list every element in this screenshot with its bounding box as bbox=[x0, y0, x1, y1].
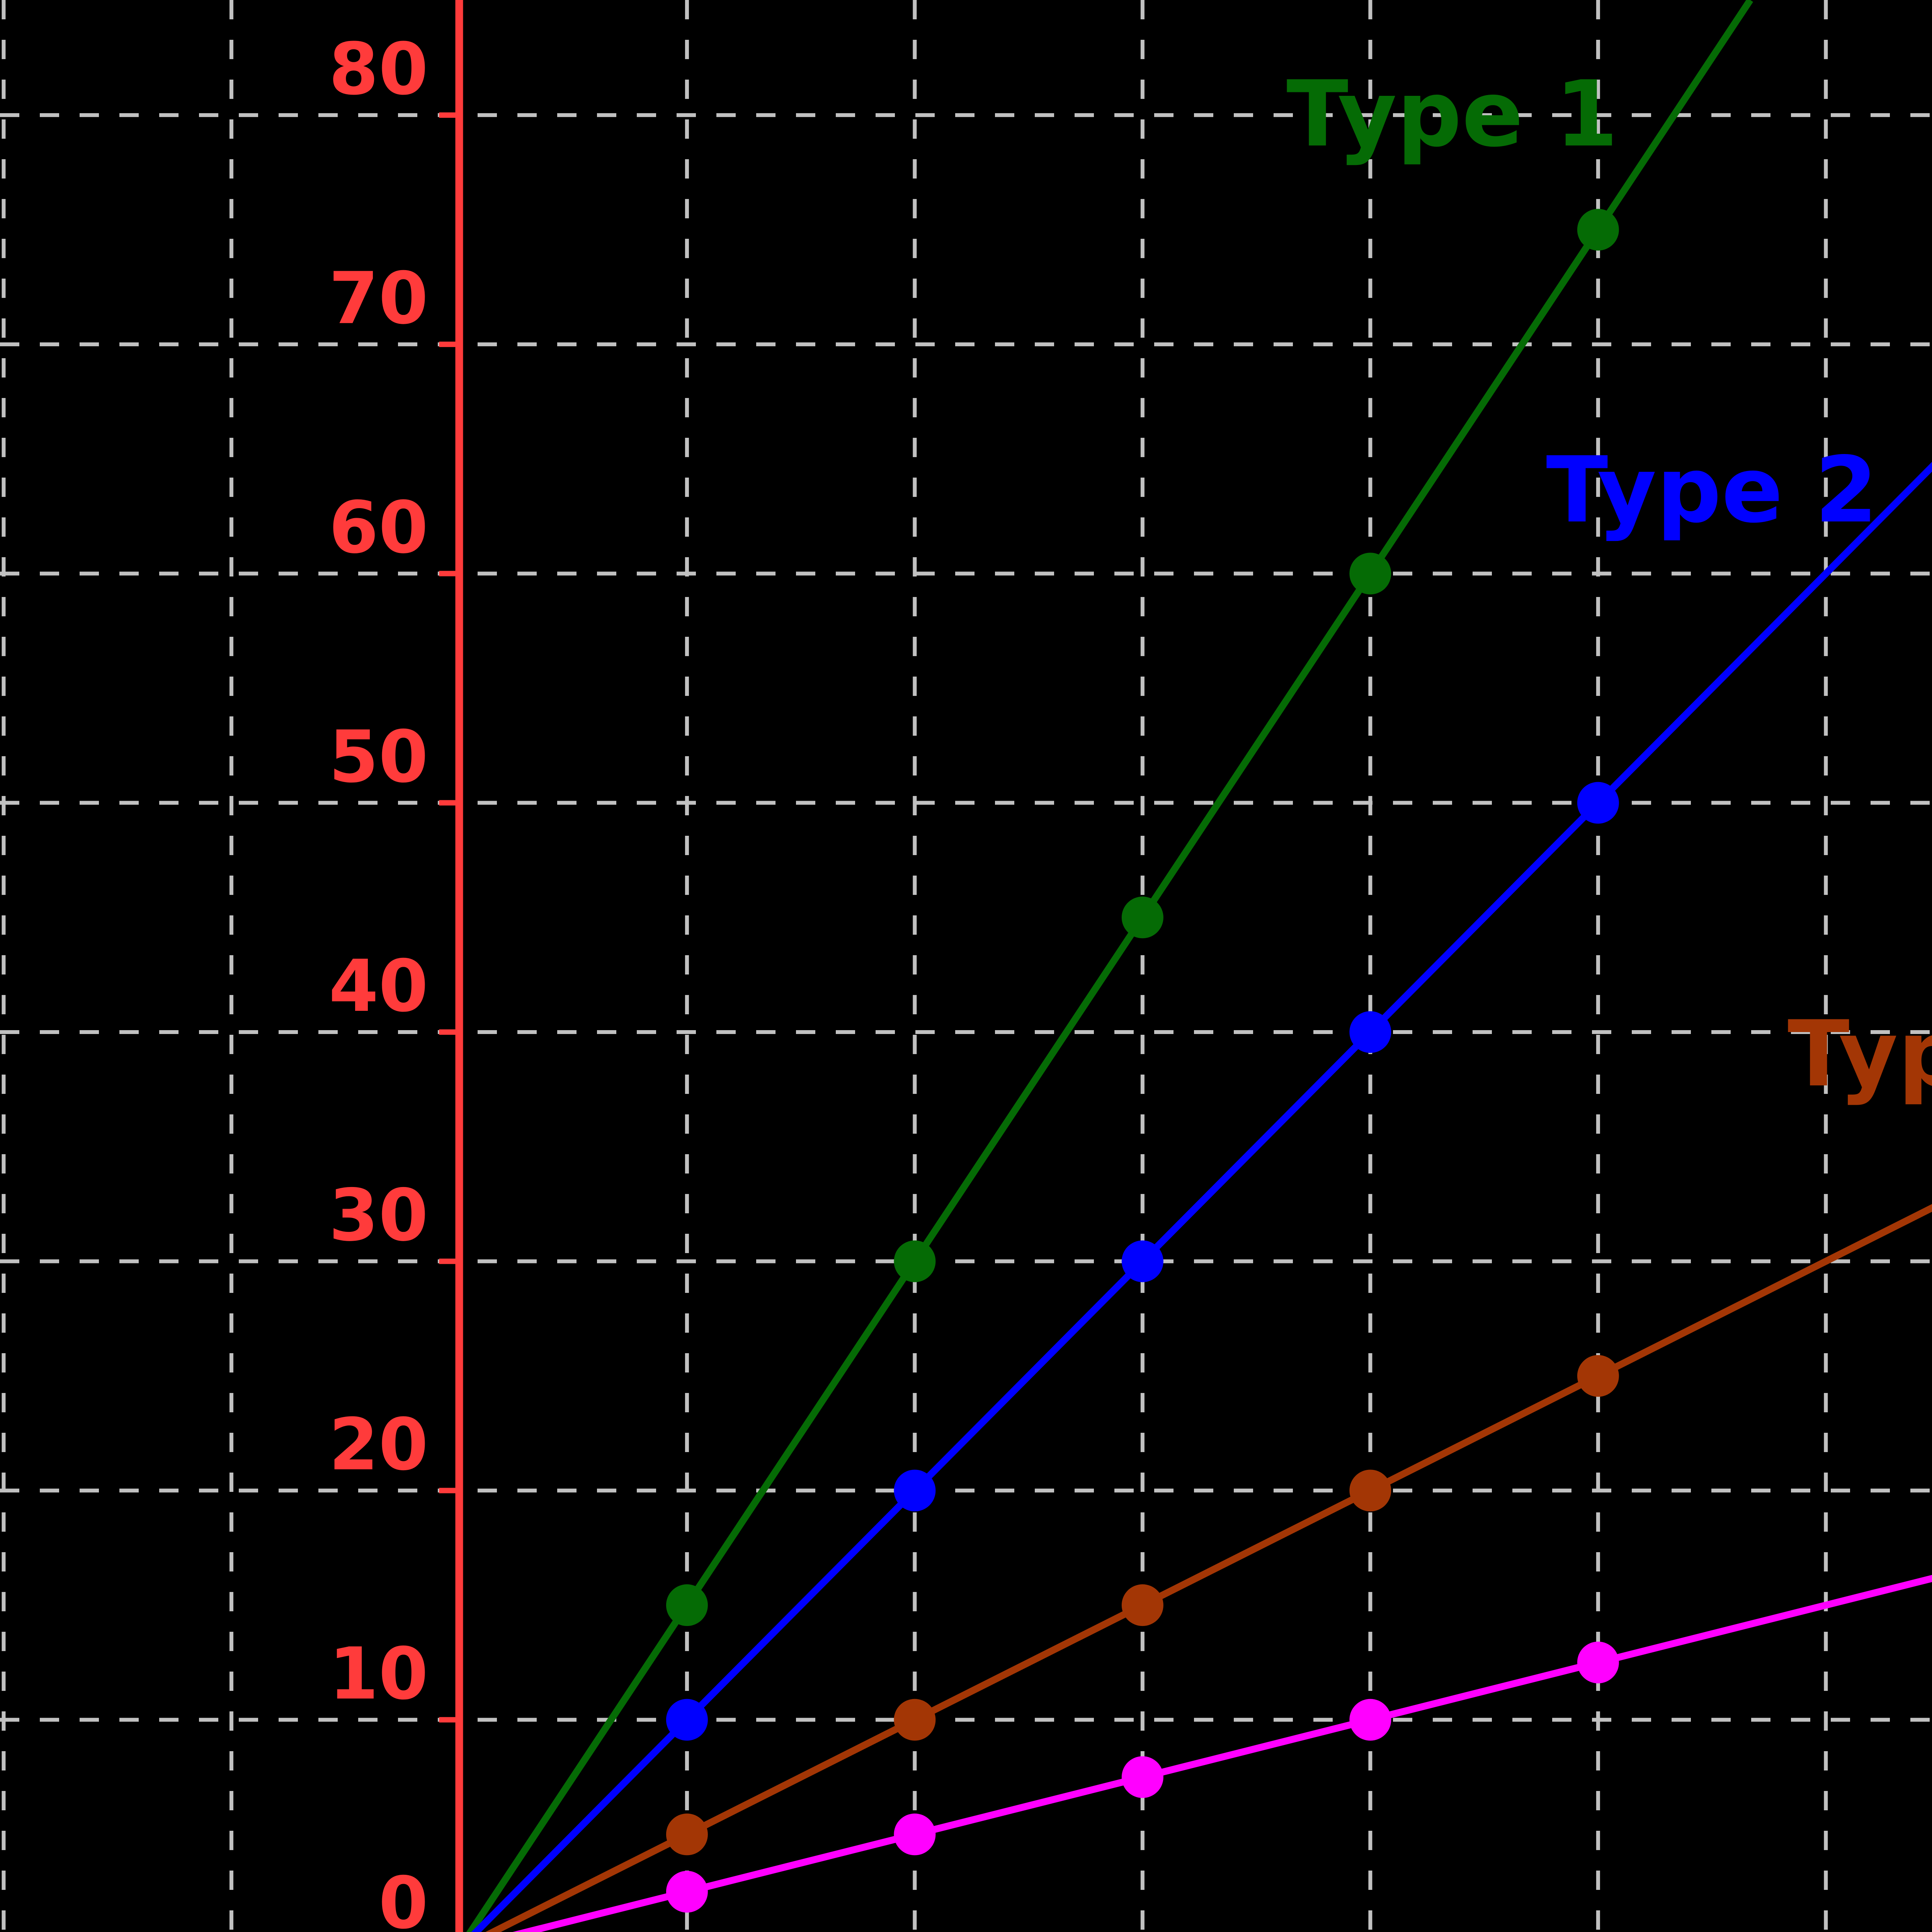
axis-ticks bbox=[439, 112, 459, 1723]
data-point-type-2-10-20 bbox=[894, 1469, 936, 1512]
data-point-type-1-25-75 bbox=[1577, 209, 1619, 251]
data-point-type-1-5-15 bbox=[666, 1584, 708, 1626]
data-point-type-3-10-10 bbox=[894, 1699, 936, 1741]
y-tick-label-0: 0 bbox=[379, 1861, 429, 1932]
series-label-type-3: Type 3 bbox=[1787, 1002, 1932, 1107]
y-tick-label-50: 50 bbox=[329, 715, 428, 799]
data-point-type-2-25-50 bbox=[1577, 782, 1619, 824]
axis-tick-labels: -505101520253035404501020304050607080 bbox=[329, 27, 429, 1932]
series-line-type-2 bbox=[471, 462, 1932, 1932]
y-tick-label-70: 70 bbox=[329, 257, 428, 340]
series-line-type-1 bbox=[466, 0, 1753, 1932]
y-tick-label-20: 20 bbox=[329, 1403, 428, 1486]
data-point-type-3-5-5 bbox=[666, 1813, 708, 1855]
series-line-type-4 bbox=[512, 1575, 1932, 1932]
y-tick-label-40: 40 bbox=[329, 944, 428, 1028]
y-tick-label-30: 30 bbox=[329, 1173, 428, 1257]
data-point-type-3-15-15 bbox=[1121, 1584, 1163, 1626]
y-tick-label-10: 10 bbox=[329, 1632, 428, 1716]
series-label-type-1: Type 1 bbox=[1286, 61, 1618, 167]
data-point-type-2-5-10 bbox=[666, 1699, 708, 1741]
data-point-type-3-20-20 bbox=[1349, 1469, 1391, 1512]
data-point-type-2-20-40 bbox=[1349, 1011, 1391, 1053]
data-point-type-4-10-5 bbox=[894, 1813, 936, 1855]
data-point-type-1-15-45 bbox=[1121, 896, 1163, 939]
data-point-type-3-25-25 bbox=[1577, 1355, 1619, 1397]
data-point-type-4-15-7-5 bbox=[1121, 1756, 1163, 1798]
data-point-type-4-25-12-5 bbox=[1577, 1641, 1619, 1684]
data-point-type-1-20-60 bbox=[1349, 553, 1391, 595]
y-tick-label-80: 80 bbox=[329, 27, 428, 111]
data-point-type-4-5-2-5 bbox=[666, 1871, 708, 1913]
series-line-type-3 bbox=[485, 1204, 1932, 1932]
data-point-type-4-20-10 bbox=[1349, 1699, 1391, 1741]
data-point-type-1-10-30 bbox=[894, 1240, 936, 1282]
series-label-type-2: Type 2 bbox=[1546, 437, 1878, 543]
y-tick-label-60: 60 bbox=[329, 486, 428, 569]
data-point-type-2-15-30 bbox=[1121, 1240, 1163, 1282]
